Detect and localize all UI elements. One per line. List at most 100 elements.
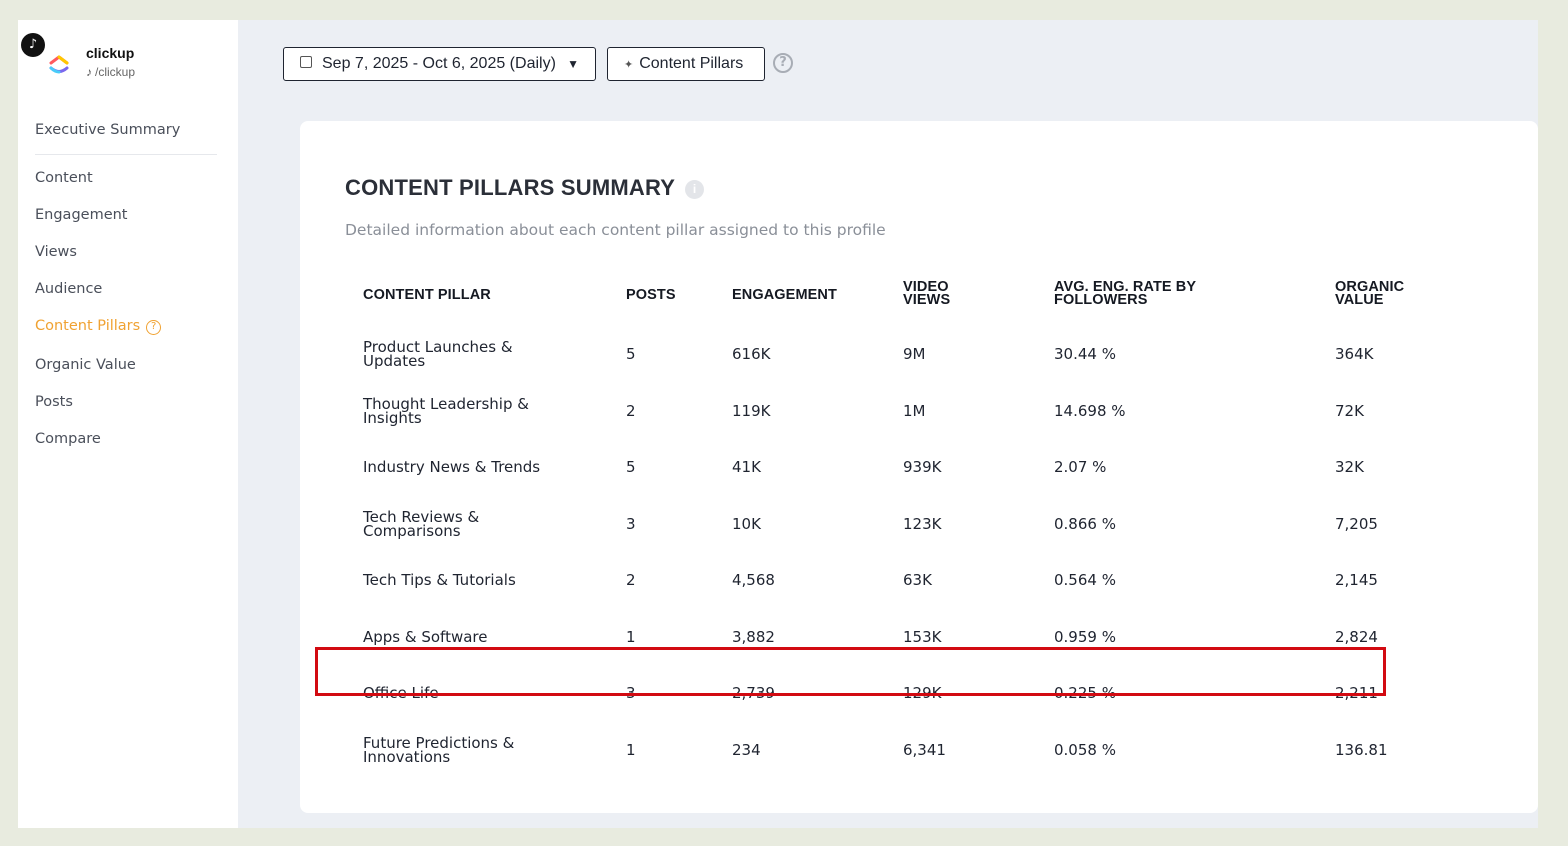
- cell-video-views: 9M: [903, 345, 926, 364]
- sidebar-item-executive-summary[interactable]: Executive Summary: [35, 115, 217, 155]
- content-pillars-label: Content Pillars: [639, 55, 744, 72]
- content-pillars-card: CONTENT PILLARS SUMMARY i Detailed inform…: [300, 121, 1538, 813]
- pillars-table: CONTENT PILLAR POSTS ENGAGEMENT VIDEO VIE…: [363, 276, 1463, 778]
- table-row[interactable]: Product Launches & Updates 5 616K 9M 30.44 %…: [363, 326, 1463, 383]
- profile-handle: ♪/clickup: [86, 65, 135, 79]
- cell-video-views: 1M: [903, 401, 926, 420]
- header-line: VIEWS: [903, 292, 951, 308]
- card-subtitle: Detailed information about each content …: [345, 221, 886, 239]
- date-range-dropdown[interactable]: Sep 7, 2025 - Oct 6, 2025 (Daily) ▼: [283, 47, 596, 81]
- cell-engagement: 234: [732, 740, 761, 759]
- cell-engagement: 41K: [732, 458, 761, 477]
- cell-eng-rate: 0.058 %: [1054, 740, 1116, 759]
- header-line: ORGANIC: [1335, 279, 1405, 295]
- cell-organic-value: 2,211: [1335, 684, 1378, 703]
- help-icon[interactable]: ?: [146, 320, 162, 335]
- cell-pillar: Product Launches & Updates: [363, 338, 513, 371]
- header-avg-eng-rate[interactable]: AVG. ENG. RATE BY FOLLOWERS: [1054, 279, 1197, 308]
- table-row[interactable]: Apps & Software 1 3,882 153K 0.959 % 2,824: [363, 609, 1463, 666]
- header-posts[interactable]: POSTS: [626, 287, 676, 303]
- calendar-icon: [300, 56, 312, 68]
- card-title-text: CONTENT PILLARS SUMMARY: [345, 175, 676, 200]
- cell-pillar: Tech Tips & Tutorials: [363, 571, 516, 590]
- sidebar-nav: Executive Summary Content Engagement Vie…: [35, 115, 217, 461]
- cell-eng-rate: 14.698 %: [1054, 401, 1126, 420]
- cell-posts: 1: [626, 740, 636, 759]
- sparkle-icon: ✦: [624, 59, 634, 71]
- clickup-logo-icon: [49, 55, 69, 74]
- cell-organic-value: 72K: [1335, 401, 1364, 420]
- cell-engagement: 4,568: [732, 571, 775, 590]
- cell-engagement: 119K: [732, 401, 771, 420]
- tiktok-icon: ♪: [21, 33, 45, 57]
- cell-video-views: 123K: [903, 514, 942, 533]
- cell-eng-rate: 0.225 %: [1054, 684, 1116, 703]
- cell-video-views: 63K: [903, 571, 932, 590]
- cell-eng-rate: 2.07 %: [1054, 458, 1107, 477]
- header-line: VALUE: [1335, 292, 1384, 308]
- cell-engagement: 10K: [732, 514, 761, 533]
- cell-pillar: Tech Reviews & Comparisons: [363, 507, 480, 540]
- table-row[interactable]: Thought Leadership & Insights 2 119K 1M 14.6…: [363, 383, 1463, 440]
- cell-organic-value: 136.81: [1335, 740, 1388, 759]
- cell-pillar: Industry News & Trends: [363, 458, 541, 477]
- cell-eng-rate: 0.564 %: [1054, 571, 1116, 590]
- header-line: AVG. ENG. RATE BY: [1054, 279, 1197, 295]
- cell-video-views: 129K: [903, 684, 942, 703]
- sidebar-item-engagement[interactable]: Engagement: [35, 207, 128, 223]
- help-icon[interactable]: ?: [773, 53, 793, 73]
- cell-engagement: 3,882: [732, 627, 775, 646]
- cell-posts: 2: [626, 401, 636, 420]
- cell-video-views: 939K: [903, 458, 942, 477]
- cell-posts: 1: [626, 627, 636, 646]
- cell-pillar: Future Predictions & Innovations: [363, 733, 515, 766]
- cell-posts: 5: [626, 345, 636, 364]
- header-organic-value[interactable]: ORGANIC VALUE: [1335, 279, 1405, 308]
- cell-eng-rate: 0.866 %: [1054, 514, 1116, 533]
- cell-posts: 3: [626, 514, 636, 533]
- cell-pillar: Thought Leadership & Insights: [363, 394, 529, 427]
- cell-engagement: 2,739: [732, 684, 775, 703]
- chevron-down-icon: ▼: [567, 57, 579, 71]
- table-row[interactable]: Future Predictions & Innovations 1 234 6,34…: [363, 722, 1463, 779]
- cell-eng-rate: 30.44 %: [1054, 345, 1116, 364]
- sidebar-item-audience[interactable]: Audience: [35, 281, 103, 297]
- cell-organic-value: 7,205: [1335, 514, 1378, 533]
- header-line: VIDEO: [903, 279, 949, 295]
- sidebar-item-content[interactable]: Content: [35, 170, 93, 186]
- cell-video-views: 153K: [903, 627, 942, 646]
- cell-organic-value: 364K: [1335, 345, 1374, 364]
- tiktok-small-icon: ♪: [86, 65, 92, 79]
- app-frame: ♪ clickup ♪/clickup Executive Summary Co…: [18, 20, 1538, 828]
- profile-header[interactable]: ♪ clickup ♪/clickup: [18, 20, 238, 90]
- header-engagement[interactable]: ENGAGEMENT: [732, 287, 837, 303]
- info-icon[interactable]: i: [685, 180, 705, 199]
- header-video-views[interactable]: VIDEO VIEWS: [903, 279, 951, 308]
- sidebar-item-compare[interactable]: Compare: [35, 431, 101, 447]
- cell-posts: 3: [626, 684, 636, 703]
- cell-organic-value: 32K: [1335, 458, 1364, 477]
- table-row[interactable]: Office Life 3 2,739 129K 0.225 % 2,211: [363, 665, 1463, 722]
- cell-posts: 5: [626, 458, 636, 477]
- cell-pillar: Apps & Software: [363, 627, 488, 646]
- sidebar-item-label: Content Pillars: [35, 318, 141, 334]
- cell-pillar: Office Life: [363, 684, 439, 703]
- table-row[interactable]: Tech Reviews & Comparisons 3 10K 123K 0.866 …: [363, 496, 1463, 553]
- header-line: FOLLOWERS: [1054, 292, 1148, 308]
- profile-name: clickup: [86, 45, 135, 61]
- header-content-pillar[interactable]: CONTENT PILLAR: [363, 287, 491, 303]
- sidebar-item-content-pillars[interactable]: Content Pillars?: [35, 311, 217, 348]
- table-row[interactable]: Industry News & Trends 5 41K 939K 2.07 % 32K: [363, 439, 1463, 496]
- card-title: CONTENT PILLARS SUMMARY i: [345, 175, 705, 201]
- sidebar-item-organic-value[interactable]: Organic Value: [35, 357, 136, 373]
- cell-eng-rate: 0.959 %: [1054, 627, 1116, 646]
- profile-handle-text: /clickup: [95, 65, 136, 79]
- table-body: Product Launches & Updates 5 616K 9M 30.44 %…: [363, 326, 1463, 778]
- sidebar-item-views[interactable]: Views: [35, 244, 77, 260]
- table-row[interactable]: Tech Tips & Tutorials 2 4,568 63K 0.564 % 2,1…: [363, 552, 1463, 609]
- cell-video-views: 6,341: [903, 740, 946, 759]
- sidebar-item-posts[interactable]: Posts: [35, 394, 73, 410]
- content-pillars-button[interactable]: ✦ Content Pillars: [607, 47, 765, 81]
- cell-engagement: 616K: [732, 345, 771, 364]
- cell-posts: 2: [626, 571, 636, 590]
